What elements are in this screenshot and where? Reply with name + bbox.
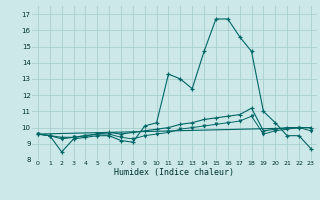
X-axis label: Humidex (Indice chaleur): Humidex (Indice chaleur) (115, 168, 234, 177)
